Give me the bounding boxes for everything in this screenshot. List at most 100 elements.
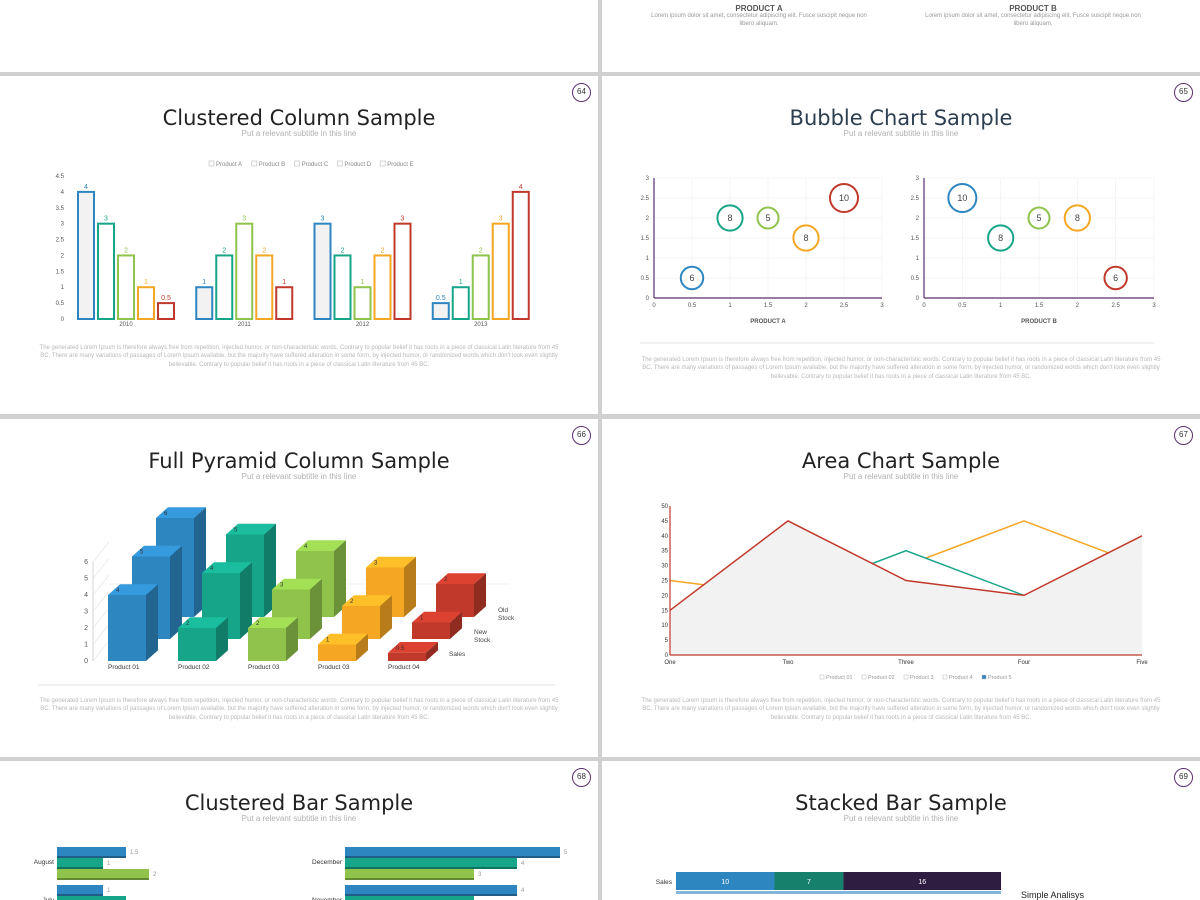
x-tick-label: 0.5 xyxy=(688,303,697,309)
legend-swatch xyxy=(337,160,343,167)
data-label: 1 xyxy=(107,888,111,894)
slide-64[interactable]: 64 Clustered Column Sample Put a relevan… xyxy=(0,76,598,414)
data-label: 4 xyxy=(521,888,525,894)
bar xyxy=(345,869,474,878)
annotation: Simple Analisys xyxy=(1021,890,1085,900)
bar-shadow xyxy=(345,878,474,880)
data-label: 4 xyxy=(210,566,214,572)
bubble-label: 8 xyxy=(1075,213,1080,223)
bar-side xyxy=(170,545,182,639)
bar xyxy=(345,896,474,900)
bar-top xyxy=(178,617,228,628)
y-category-label: December xyxy=(312,859,343,866)
x-tick-label: Product 02 xyxy=(178,664,210,671)
x-tick-label: 2011 xyxy=(238,322,252,328)
slide-68[interactable]: 68 Clustered Bar Sample Put a relevant s… xyxy=(0,761,598,900)
x-tick-label: Product 01 xyxy=(108,664,140,671)
series-line xyxy=(669,520,1143,611)
page-number-badge: 64 xyxy=(572,83,591,102)
x-tick-label: 3 xyxy=(880,303,884,309)
slide-title: Bubble Chart Sample xyxy=(789,106,1013,130)
product-b-title: PRODUCT B xyxy=(1009,4,1057,13)
legend-swatch xyxy=(942,674,948,680)
slide-65[interactable]: 65 Bubble Chart Sample Put a relevant su… xyxy=(602,76,1200,414)
legend-label: Product 02 xyxy=(868,675,895,681)
bar-front xyxy=(388,652,426,661)
column-bar xyxy=(491,222,510,321)
legend-swatch xyxy=(981,674,987,680)
bar-top xyxy=(248,617,298,628)
data-label: 1 xyxy=(282,279,286,286)
x-tick-label: Product 03 xyxy=(248,664,280,671)
3d-column-chart: 0 1 2 3 4 5 6 6 5 4 3 2 5 4 3 2 1 4 2 2 1 0.5 Product 01 Produc… xyxy=(38,507,555,686)
data-label: 3 xyxy=(104,216,108,223)
bubble xyxy=(716,204,744,232)
y-tick-label: 0 xyxy=(61,317,65,323)
legend-label: Product 01 xyxy=(826,675,853,681)
grid-line xyxy=(92,607,110,629)
body-text: The generated Lorem Ipsum is therefore a… xyxy=(641,357,1161,380)
data-label: 3 xyxy=(374,561,378,567)
data-label: 1 xyxy=(202,279,206,286)
data-label: 10 xyxy=(721,879,729,886)
data-label: 2 xyxy=(479,247,483,254)
y-category-label: July xyxy=(42,897,54,900)
slide-66[interactable]: 66 Full Pyramid Column Sample Put a rele… xyxy=(0,419,598,757)
column-bar xyxy=(117,254,135,320)
row-label: Sales xyxy=(449,651,466,658)
bubble-label: 6 xyxy=(1113,273,1118,283)
y-tick-label: 1.5 xyxy=(56,269,65,275)
x-tick-label: Four xyxy=(1018,660,1030,666)
slide-partial-right[interactable]: PRODUCT A Lorem ipsum dolor sit amet, co… xyxy=(602,0,1200,72)
slide-subtitle: Put a relevant subtitle in this line xyxy=(843,472,959,481)
data-label: 1 xyxy=(326,638,330,644)
y-tick-label: 3 xyxy=(84,609,88,616)
y-tick-label: 3.5 xyxy=(56,206,65,212)
bar-shadow xyxy=(345,867,517,869)
y-tick-label: 20 xyxy=(661,593,668,599)
data-label: 0.5 xyxy=(396,646,405,652)
legend-swatch xyxy=(861,674,867,680)
clustered-bar-chart: 1.5 1 2 August 1 July 5 4 3 December 4 November xyxy=(34,847,568,900)
data-label: 3 xyxy=(321,216,325,223)
bar-front xyxy=(318,644,356,661)
data-label: 3 xyxy=(242,216,246,223)
bar-top xyxy=(156,507,206,518)
data-label: 4 xyxy=(519,184,523,191)
slide-title: Area Chart Sample xyxy=(801,449,1001,473)
data-label: 4 xyxy=(521,861,525,867)
slide-67[interactable]: 67 Area Chart Sample Put a relevant subt… xyxy=(602,419,1200,757)
y-tick-label: 2 xyxy=(84,625,88,632)
slide-69[interactable]: 69 Stacked Bar Sample Put a relevant sub… xyxy=(602,761,1200,900)
column-bar xyxy=(393,222,412,321)
bubble xyxy=(792,224,820,252)
bar-top xyxy=(366,556,416,568)
y-tick-label: 2.5 xyxy=(56,238,65,244)
x-tick-label: 0 xyxy=(652,303,656,309)
bar xyxy=(345,885,517,894)
y-tick-label: 2 xyxy=(646,216,650,222)
row-label: New xyxy=(474,629,487,636)
data-label: 0.5 xyxy=(436,295,446,302)
x-tick-label: 1 xyxy=(728,303,732,309)
data-label: 1 xyxy=(107,861,111,867)
column-bar xyxy=(431,302,450,321)
product-a-block: PRODUCT A Lorem ipsum dolor sit amet, co… xyxy=(644,4,874,29)
column-bar xyxy=(511,190,530,320)
slide-title: Clustered Column Sample xyxy=(162,106,436,130)
x-tick-label: 0 xyxy=(922,303,926,309)
y-tick-label: 15 xyxy=(661,608,668,614)
slide-partial-left[interactable] xyxy=(0,0,598,72)
bubble xyxy=(1027,206,1051,230)
column-bar xyxy=(313,222,332,321)
data-label: 5 xyxy=(234,528,238,534)
legend-label: Product B xyxy=(259,162,285,168)
x-tick-label: 2012 xyxy=(356,322,370,328)
bar-side xyxy=(334,540,346,617)
bar-front xyxy=(178,628,216,661)
legend-swatch xyxy=(819,674,825,680)
bar-side xyxy=(404,556,416,617)
y-tick-label: 4.5 xyxy=(56,174,65,180)
data-label: 1 xyxy=(459,279,463,286)
y-category-label: November xyxy=(312,897,343,900)
